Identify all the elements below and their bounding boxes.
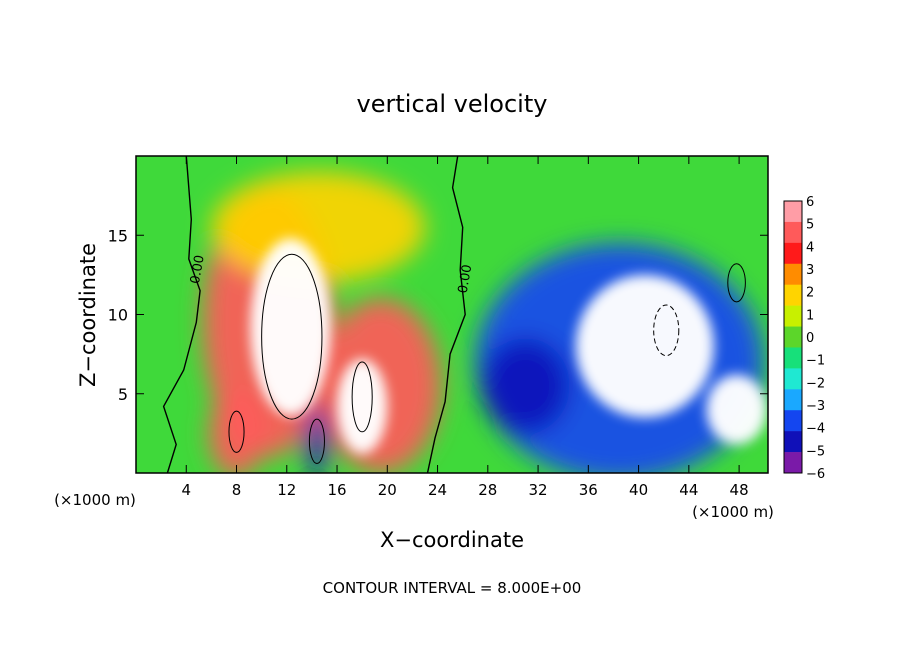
- colorbar-cell: [784, 242, 802, 265]
- x-tick-label: 32: [529, 481, 548, 499]
- inner-contour-4: [308, 418, 325, 464]
- x-unit-label-right: (×1000 m): [692, 503, 774, 521]
- colorbar-cell: [784, 347, 802, 369]
- downdraft-region-10: [706, 374, 767, 445]
- updraft-region-2: [208, 389, 265, 473]
- colorbar-label: −4: [806, 422, 825, 437]
- plot-area: 0.00 0.00: [136, 156, 768, 473]
- y-tick-label: 15: [108, 226, 128, 245]
- colorbar: 6 5 4 3 2 1 0 −1 −2 −3 −4 −5 −6: [783, 195, 825, 482]
- y-axis-title: Z−coordinate: [76, 243, 100, 387]
- inner-contour-2: [228, 410, 245, 453]
- inner-contour-5: [653, 304, 680, 357]
- colorbar-cell: [784, 284, 802, 306]
- updraft-region-4: [337, 358, 388, 454]
- colorbar-cell: [784, 389, 802, 411]
- colorbar-cell: [784, 431, 802, 453]
- colorbar-label: −2: [806, 376, 825, 391]
- x-tick-label: 20: [378, 481, 397, 499]
- x-tick-label: 12: [277, 481, 296, 499]
- zero-contour-1: [162, 156, 201, 473]
- inner-contour-6: [727, 263, 746, 303]
- colorbar-cell: [784, 263, 802, 285]
- x-tick-label: 28: [478, 481, 497, 499]
- colorbar-cell: [784, 410, 802, 432]
- colorbar-label: 1: [806, 308, 814, 323]
- chart-title: vertical velocity: [357, 90, 548, 118]
- colorbar-label: 2: [806, 286, 814, 301]
- x-tick-label: 48: [730, 481, 749, 499]
- inner-contour-1: [261, 253, 323, 420]
- colorbar-label: −5: [806, 444, 825, 459]
- updraft-region-1: [250, 238, 331, 416]
- colorbar-cell: [784, 221, 802, 244]
- colorbar-cell: [784, 368, 802, 390]
- colorbar-label: −3: [806, 399, 825, 414]
- colorbar-cell: [784, 305, 802, 327]
- colorbar-label: 3: [806, 263, 814, 278]
- x-tick-label: 4: [181, 481, 191, 499]
- downdraft-region-8: [575, 274, 714, 418]
- x-tick-label: 8: [232, 481, 242, 499]
- x-tick-label: 36: [579, 481, 598, 499]
- inner-contour-3: [351, 361, 373, 433]
- x-axis-title: X−coordinate: [380, 528, 524, 552]
- contour-label-2: 0.00: [456, 263, 476, 294]
- colorbar-cell: [784, 201, 802, 223]
- y-tick-label: 5: [118, 385, 128, 404]
- x-tick-label: 24: [428, 481, 447, 499]
- zero-contour-2: [426, 156, 466, 473]
- x-unit-label-left: (×1000 m): [54, 491, 136, 509]
- colorbar-label: 6: [806, 195, 814, 210]
- x-tick-label: 16: [327, 481, 346, 499]
- colorbar-cell: [784, 452, 802, 474]
- colorbar-label: 0: [806, 331, 814, 346]
- y-tick-label: 10: [108, 306, 128, 325]
- contour-label-1: 0.00: [188, 254, 208, 285]
- colorbar-label: 5: [806, 218, 814, 233]
- downdraft-region-9: [481, 338, 570, 434]
- contour-interval-footer: CONTOUR INTERVAL = 8.000E+00: [323, 579, 582, 597]
- colorbar-label: 4: [806, 240, 814, 255]
- x-tick-label: 44: [679, 481, 698, 499]
- colorbar-label: −1: [806, 354, 825, 369]
- colorbar-frame: [783, 200, 803, 474]
- x-tick-label: 40: [629, 481, 648, 499]
- colorbar-cell: [784, 326, 802, 348]
- updraft-region-5: [211, 171, 425, 283]
- colorbar-label: −6: [806, 467, 825, 482]
